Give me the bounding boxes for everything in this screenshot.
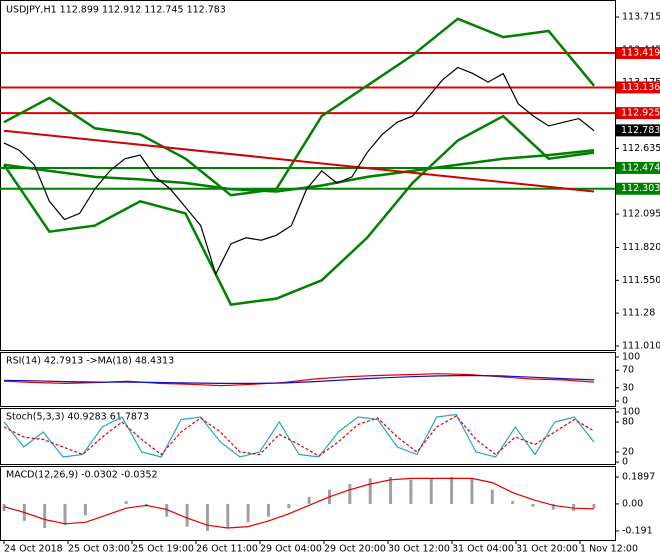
- level-label: 113.419: [621, 48, 660, 59]
- level-label: 112.303: [621, 183, 660, 194]
- y-tick-label: 0.1897: [622, 472, 655, 483]
- time-label: 1 Nov 12:00: [580, 544, 638, 555]
- time-label: 25 Oct 19:00: [132, 544, 194, 555]
- level-tag: [616, 107, 660, 120]
- series-line: [3, 413, 595, 458]
- indicator-title: MACD(12,26,9) -0.0302 -0.0352: [6, 470, 158, 481]
- time-label: 29 Oct 04:00: [260, 544, 322, 555]
- series-line: [2, 114, 595, 306]
- last-price-tag: [616, 124, 660, 137]
- y-tick-label: 111.820: [622, 242, 660, 253]
- series-line: [3, 148, 595, 193]
- time-label: 31 Oct 04:00: [452, 544, 514, 555]
- level-label: 113.136: [621, 82, 660, 93]
- indicator-title: RSI(14) 42.7913 ->MA(18) 48.4313: [6, 356, 174, 367]
- pane-frame: [0, 352, 616, 407]
- time-label: 24 Oct 2018: [4, 544, 63, 555]
- y-tick-label: 111.010: [622, 340, 660, 351]
- level-tag: [616, 182, 660, 195]
- y-tick-label: 100: [622, 407, 640, 418]
- time-label: 29 Oct 20:00: [324, 544, 386, 555]
- y-tick-label: 111.550: [622, 275, 660, 286]
- y-tick-label: 80: [622, 417, 634, 428]
- y-tick-label: 20: [622, 447, 634, 458]
- y-tick-label: 111.28: [622, 308, 655, 319]
- y-tick-label: 112.635: [622, 143, 660, 154]
- y-tick-label: 70: [622, 365, 634, 376]
- pane-frame: [0, 0, 616, 351]
- y-tick-label: 112.095: [622, 209, 660, 220]
- y-tick-label: 0: [622, 457, 628, 468]
- series-line: [3, 17, 595, 197]
- level-tag: [616, 161, 660, 174]
- time-label: 30 Oct 12:00: [388, 544, 450, 555]
- series-line: [3, 415, 595, 457]
- series-line: [3, 129, 595, 193]
- indicator-title: Stoch(5,3,3) 40.9283 61.7873: [6, 412, 149, 423]
- y-tick-label: 0: [622, 396, 628, 407]
- time-label: 25 Oct 03:00: [68, 544, 130, 555]
- y-tick-label: 30: [622, 382, 634, 393]
- series-line: [3, 66, 595, 276]
- level-label: 112.925: [621, 108, 660, 119]
- time-label: 26 Oct 11:00: [196, 544, 258, 555]
- series-line: [3, 477, 595, 529]
- last-price-label: 112.783: [621, 125, 660, 136]
- y-tick-label: 113.715: [622, 12, 660, 23]
- chart-header: USDJPY,H1 112.899 112.912 112.745 112.78…: [6, 5, 226, 16]
- y-tick-label: -0.191: [622, 526, 653, 537]
- level-tag: [616, 81, 660, 94]
- series-line: [3, 374, 595, 384]
- pane-frame: [0, 408, 616, 465]
- y-tick-label: 100: [622, 352, 640, 363]
- time-label: 31 Oct 20:00: [516, 544, 578, 555]
- level-tag: [616, 47, 660, 60]
- y-tick-label: 0.00: [622, 498, 643, 509]
- level-label: 112.474: [621, 162, 660, 173]
